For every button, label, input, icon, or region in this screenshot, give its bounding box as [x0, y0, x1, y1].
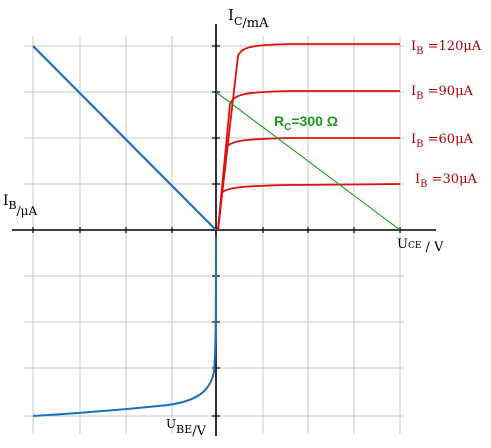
output-curve-ib-30	[217, 183, 401, 231]
output-curve-ib-60	[217, 137, 400, 231]
input-curve-ube	[32, 235, 217, 417]
curve-label-ib-60: IB =60μA	[411, 132, 474, 150]
uce-axis-label: UCE / V	[397, 237, 444, 255]
input-line-upper-left	[32, 45, 217, 231]
load-line-rc	[215, 91, 401, 231]
output-curve-ib-90	[217, 90, 400, 231]
load-line-label: RC=300 Ω	[274, 113, 338, 133]
ube-axis-label: UBE/V	[166, 417, 207, 439]
curve-label-ib-120: IB =120μA	[411, 39, 482, 57]
ic-axis-label: IC/mA	[228, 6, 269, 31]
curve-label-ib-90: IB =90μA	[411, 84, 474, 102]
output-curve-ib-120	[217, 43, 400, 231]
ib-axis-label: IB/μA	[3, 193, 37, 218]
output-curves	[217, 43, 401, 231]
curve-label-ib-30: IB =30μA	[415, 172, 478, 190]
